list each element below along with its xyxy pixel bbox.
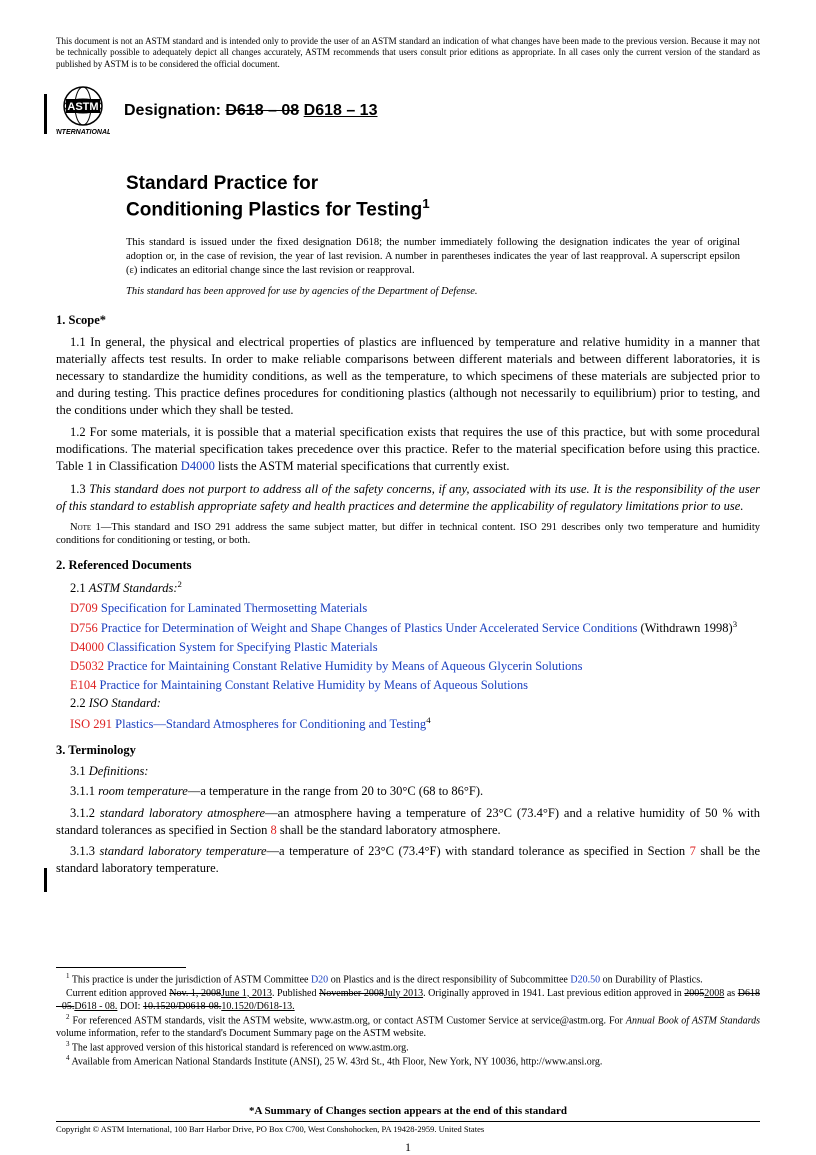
- ref-item: D4000 Classification System for Specifyi…: [56, 639, 760, 656]
- footnote-2: 2 For referenced ASTM standards, visit t…: [56, 1013, 760, 1040]
- svg-text:ASTM: ASTM: [67, 101, 98, 113]
- def-3-1-2: 3.1.2 standard laboratory atmosphere—an …: [56, 805, 760, 839]
- section-2-head: 2. Referenced Documents: [56, 558, 760, 573]
- footnote-3: 3 The last approved version of this hist…: [56, 1040, 760, 1054]
- ref-code[interactable]: ISO 291: [70, 717, 112, 731]
- ref-d4000[interactable]: D4000: [181, 459, 215, 473]
- header-row: ASTM INTERNATIONAL Designation: D618 – 0…: [56, 84, 760, 138]
- ref-item: D709 Specification for Laminated Thermos…: [56, 600, 760, 617]
- disclaimer-text: This document is not an ASTM standard an…: [56, 36, 760, 70]
- ref-title[interactable]: Specification for Laminated Thermosettin…: [101, 601, 367, 615]
- subcommittee-link[interactable]: D20.50: [570, 975, 600, 986]
- copyright: Copyright © ASTM International, 100 Barr…: [56, 1121, 760, 1134]
- sub-2-2: 2.2 ISO Standard:: [56, 696, 760, 711]
- title-line1: Standard Practice for: [126, 172, 760, 196]
- ref-title[interactable]: Classification System for Specifying Pla…: [107, 640, 377, 654]
- summary-of-changes: *A Summary of Changes section appears at…: [56, 1105, 760, 1117]
- designation-label: Designation:: [124, 102, 221, 119]
- sub-2-1: 2.1 ASTM Standards:2: [56, 579, 760, 596]
- ref-item: D5032 Practice for Maintaining Constant …: [56, 658, 760, 675]
- ref-code[interactable]: D4000: [70, 640, 104, 654]
- para-1-2: 1.2 For some materials, it is possible t…: [56, 424, 760, 475]
- svg-text:INTERNATIONAL: INTERNATIONAL: [56, 129, 110, 136]
- dod-approval: This standard has been approved for use …: [126, 286, 760, 297]
- section-1-head: 1. Scope*: [56, 313, 760, 328]
- ref-item-iso: ISO 291 Plastics—Standard Atmospheres fo…: [56, 715, 760, 733]
- ref-title[interactable]: Practice for Maintaining Constant Relati…: [107, 659, 582, 673]
- ref-item: E104 Practice for Maintaining Constant R…: [56, 677, 760, 694]
- ref-item: D756 Practice for Determination of Weigh…: [56, 619, 760, 637]
- def-3-1-1: 3.1.1 room temperature—a temperature in …: [56, 783, 760, 800]
- title-line2: Conditioning Plastics for Testing1: [126, 196, 760, 222]
- ref-title[interactable]: Practice for Maintaining Constant Relati…: [100, 678, 528, 692]
- title-block: Standard Practice for Conditioning Plast…: [126, 172, 760, 222]
- ref-code[interactable]: D709: [70, 601, 98, 615]
- designation-new: D618 – 13: [304, 102, 378, 119]
- astm-logo: ASTM INTERNATIONAL: [56, 84, 110, 138]
- ref-list: D709 Specification for Laminated Thermos…: [56, 600, 760, 694]
- sub-3-1: 3.1 Definitions:: [56, 764, 760, 779]
- ref-code[interactable]: D5032: [70, 659, 104, 673]
- para-1-1: 1.1 In general, the physical and electri…: [56, 334, 760, 418]
- ref-title[interactable]: Plastics—Standard Atmospheres for Condit…: [115, 717, 426, 731]
- footnote-1-line2: Current edition approved Nov. 1, 2008Jun…: [56, 987, 760, 1013]
- change-bar: [44, 868, 47, 892]
- issuance-note: This standard is issued under the fixed …: [126, 236, 740, 279]
- footnote-1: 1 This practice is under the jurisdictio…: [56, 972, 760, 986]
- def-3-1-3: 3.1.3 standard laboratory temperature—a …: [56, 843, 760, 877]
- note-1: Note 1—This standard and ISO 291 address…: [56, 521, 760, 548]
- footnote-4: 4 Available from American National Stand…: [56, 1054, 760, 1068]
- page-number: 1: [56, 1140, 760, 1155]
- designation-old: D618 – 08: [225, 102, 299, 119]
- ref-title[interactable]: Practice for Determination of Weight and…: [101, 621, 637, 635]
- change-bar: [44, 94, 47, 134]
- committee-link[interactable]: D20: [311, 975, 328, 986]
- designation: Designation: D618 – 08 D618 – 13: [124, 102, 377, 120]
- para-1-3: 1.3 This standard does not purport to ad…: [56, 481, 760, 515]
- section-3-head: 3. Terminology: [56, 743, 760, 758]
- footnote-rule: [56, 967, 186, 968]
- ref-code[interactable]: E104: [70, 678, 96, 692]
- ref-code[interactable]: D756: [70, 621, 98, 635]
